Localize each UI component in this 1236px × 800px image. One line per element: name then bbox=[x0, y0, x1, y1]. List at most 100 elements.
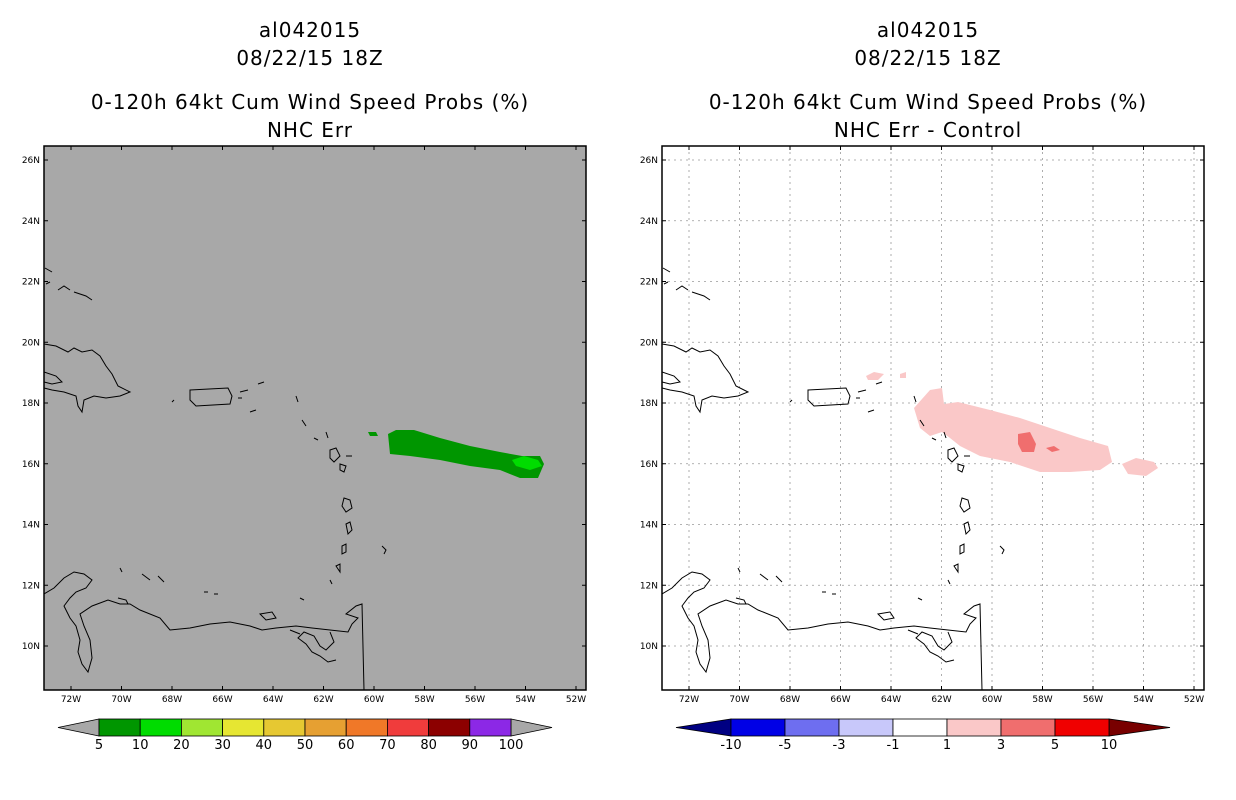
left-title-subtitle: NHC Err bbox=[266, 118, 354, 142]
colorbar-label: 90 bbox=[462, 738, 479, 753]
lon-tick-label: 56W bbox=[465, 695, 485, 705]
colorbar-label: 30 bbox=[214, 738, 231, 753]
colorbar-end-left bbox=[57, 718, 100, 737]
colorbar-label: 100 bbox=[499, 738, 524, 753]
left-prob-contour-5-small bbox=[368, 432, 378, 436]
lon-tick-label: 60W bbox=[982, 695, 1002, 705]
right-diff-contour-1-east bbox=[1122, 458, 1158, 476]
colorbar-swatch bbox=[222, 718, 265, 737]
lat-tick-label: 22N bbox=[22, 278, 40, 288]
lat-tick-label: 18N bbox=[22, 399, 40, 409]
colorbar-end-right bbox=[510, 718, 553, 737]
lat-tick-label: 26N bbox=[22, 156, 40, 166]
colorbar-end-left bbox=[675, 718, 732, 737]
lat-tick-label: 14N bbox=[640, 521, 658, 531]
lat-tick-label: 20N bbox=[640, 338, 658, 348]
colorbar-swatch bbox=[263, 718, 306, 737]
lat-tick-label: 10N bbox=[640, 642, 658, 652]
lon-tick-label: 58W bbox=[414, 695, 434, 705]
colorbar-swatch bbox=[730, 718, 786, 737]
lon-tick-label: 54W bbox=[1133, 695, 1153, 705]
lat-tick-label: 22N bbox=[640, 278, 658, 288]
left-colorbar: 5 10 20 30 40 50 60 70 80 90 100 bbox=[57, 718, 553, 753]
lat-tick-label: 24N bbox=[22, 217, 40, 227]
lon-tick-label: 70W bbox=[111, 695, 131, 705]
left-map-background bbox=[44, 146, 586, 690]
right-title-subtitle: NHC Err - Control bbox=[833, 118, 1023, 142]
lon-tick-label: 68W bbox=[780, 695, 800, 705]
lat-tick-label: 12N bbox=[640, 581, 658, 591]
colorbar-swatch bbox=[345, 718, 388, 737]
lat-tick-label: 10N bbox=[22, 642, 40, 652]
colorbar-swatch bbox=[139, 718, 182, 737]
lon-tick-label: 68W bbox=[162, 695, 182, 705]
colorbar-swatch bbox=[784, 718, 840, 737]
left-prob-contour-5 bbox=[388, 430, 544, 478]
right-lon-axis: 72W 70W 68W 66W 64W 62W 60W 58W 56W 54W 52W bbox=[679, 146, 1204, 705]
lon-tick-label: 52W bbox=[1184, 695, 1204, 705]
lat-tick-label: 20N bbox=[22, 338, 40, 348]
colorbar-label: 5 bbox=[95, 738, 103, 753]
colorbar-label: 5 bbox=[1051, 738, 1059, 753]
right-title-product: 0-120h 64kt Cum Wind Speed Probs (%) bbox=[708, 90, 1148, 114]
colorbar-label: 20 bbox=[173, 738, 190, 753]
lon-tick-label: 64W bbox=[263, 695, 283, 705]
right-colorbar: -10 -5 -3 -1 1 3 5 10 bbox=[675, 718, 1171, 753]
colorbar-label: 1 bbox=[943, 738, 951, 753]
right-map-panel: 26N 24N 22N 20N 18N 16N 14N 12N 10N 72W 70W 68W 66W… bbox=[640, 145, 1205, 705]
colorbar-swatch bbox=[1054, 718, 1110, 737]
right-diff-contour-1-main bbox=[914, 388, 1112, 472]
colorbar-label: 40 bbox=[256, 738, 273, 753]
right-diff-contour-1-north-b bbox=[900, 372, 906, 378]
left-title-storm-id: al042015 bbox=[258, 18, 362, 42]
colorbar-swatch bbox=[1000, 718, 1056, 737]
colorbar-swatch bbox=[469, 718, 512, 737]
lon-tick-label: 72W bbox=[61, 695, 81, 705]
lat-tick-label: 18N bbox=[640, 399, 658, 409]
colorbar-label: -10 bbox=[720, 738, 741, 753]
lat-tick-label: 16N bbox=[22, 460, 40, 470]
lon-tick-label: 66W bbox=[212, 695, 232, 705]
colorbar-swatch bbox=[892, 718, 948, 737]
lon-tick-label: 70W bbox=[729, 695, 749, 705]
colorbar-label: 10 bbox=[1101, 738, 1118, 753]
colorbar-swatch bbox=[386, 718, 429, 737]
left-map-frame bbox=[43, 145, 587, 691]
colorbar-swatch bbox=[304, 718, 347, 737]
lon-tick-label: 60W bbox=[364, 695, 384, 705]
colorbar-swatch bbox=[428, 718, 471, 737]
right-title-storm-id: al042015 bbox=[876, 18, 980, 42]
lat-tick-label: 12N bbox=[22, 581, 40, 591]
colorbar-swatch bbox=[98, 718, 141, 737]
lat-tick-label: 24N bbox=[640, 217, 658, 227]
colorbar-label: -5 bbox=[779, 738, 792, 753]
right-map-frame bbox=[661, 145, 1205, 691]
right-diff-contour-3-b bbox=[1046, 446, 1060, 452]
left-map-panel: 26N 24N 22N 20N 18N 16N 14N 12N 10N 72W 70W 68W 66W… bbox=[22, 145, 587, 705]
lon-tick-label: 64W bbox=[881, 695, 901, 705]
right-lat-axis: 26N 24N 22N 20N 18N 16N 14N 12N 10N bbox=[640, 156, 1204, 652]
lon-tick-label: 72W bbox=[679, 695, 699, 705]
colorbar-label: -3 bbox=[833, 738, 846, 753]
right-diff-contour-3-a bbox=[1018, 432, 1036, 452]
lat-tick-label: 26N bbox=[640, 156, 658, 166]
lat-tick-label: 14N bbox=[22, 521, 40, 531]
lat-tick-label: 16N bbox=[640, 460, 658, 470]
colorbar-label: 80 bbox=[420, 738, 437, 753]
colorbar-label: 3 bbox=[997, 738, 1005, 753]
left-prob-contour-10 bbox=[512, 456, 542, 470]
colorbar-swatch bbox=[946, 718, 1002, 737]
lon-tick-label: 52W bbox=[566, 695, 586, 705]
right-diff-contour-1-north-a bbox=[866, 372, 884, 380]
colorbar-label: 60 bbox=[338, 738, 355, 753]
colorbar-label: 70 bbox=[379, 738, 396, 753]
lon-tick-label: 58W bbox=[1032, 695, 1052, 705]
colorbar-label: 50 bbox=[297, 738, 314, 753]
right-title-datetime: 08/22/15 18Z bbox=[854, 46, 1002, 70]
colorbar-swatch bbox=[180, 718, 223, 737]
colorbar-label: -1 bbox=[887, 738, 900, 753]
left-lon-axis: 72W 70W 68W 66W 64W 62W 60W 58W 56W 54W 52W bbox=[61, 146, 586, 705]
left-title-datetime: 08/22/15 18Z bbox=[236, 46, 384, 70]
colorbar-label: 10 bbox=[132, 738, 149, 753]
